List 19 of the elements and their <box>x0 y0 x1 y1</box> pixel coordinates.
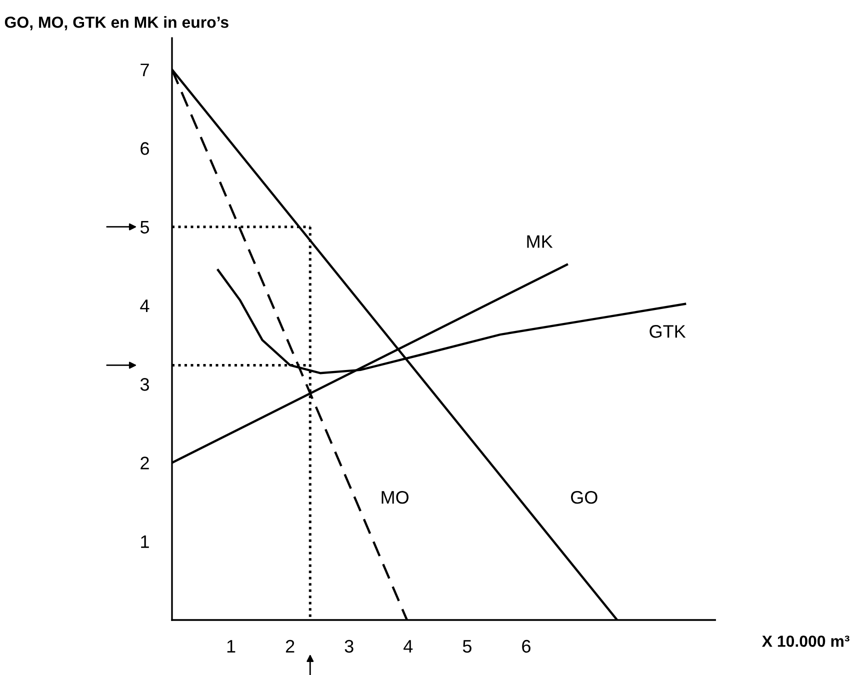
series-label: GTK <box>650 325 686 338</box>
y-tick-label: 6 <box>140 142 149 155</box>
x-tick-label: 3 <box>344 640 354 653</box>
y-tick-label: 4 <box>140 300 150 312</box>
y-tick-label: 5 <box>140 220 150 234</box>
x-tick-label: 5 <box>462 640 472 653</box>
series-label: MO <box>382 490 409 504</box>
y-tick-label: 1 <box>141 535 149 548</box>
y-tick-label: 7 <box>140 64 149 76</box>
x-tick-label: 6 <box>522 640 530 653</box>
y-axis-title: GO, MO, GTK en MK in euro’s <box>4 16 228 30</box>
x-tick-label: 2 <box>286 640 294 653</box>
x-tick-label: 1 <box>227 640 236 653</box>
y-tick-label: 3 <box>140 378 149 391</box>
text: GO <box>571 490 598 504</box>
x-tick-label: 4 <box>404 640 413 653</box>
series-label: MK <box>527 235 553 248</box>
x-axis-title: X 10.000 m³ <box>762 636 850 647</box>
y-tick-label: 2 <box>140 456 149 470</box>
